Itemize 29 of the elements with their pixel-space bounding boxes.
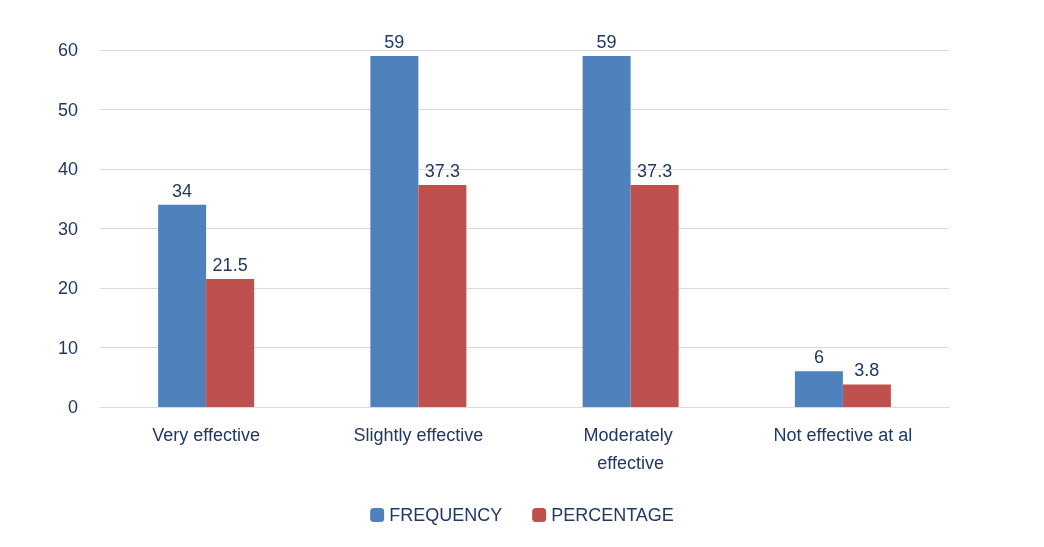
- data-label: 3.8: [854, 360, 880, 381]
- data-label: 59: [596, 31, 617, 52]
- legend-label: FREQUENCY: [389, 505, 503, 525]
- y-tick-label: 0: [67, 397, 78, 417]
- y-tick-label: 20: [57, 278, 78, 298]
- bar: [158, 204, 207, 407]
- data-label: 59: [384, 31, 405, 52]
- bar: [206, 279, 255, 407]
- x-tick-label: Moderately effective: [583, 425, 678, 473]
- x-tick-label: Slightly effective: [353, 425, 484, 445]
- y-tick-label: 10: [57, 337, 78, 358]
- bar: [842, 384, 891, 407]
- x-tick-label: Not effective at al: [773, 425, 913, 445]
- bar: [794, 371, 843, 407]
- y-tick-label: 50: [57, 99, 78, 120]
- data-label: 21.5: [212, 255, 248, 276]
- bar: [418, 185, 467, 407]
- bar: [370, 55, 419, 407]
- data-label: 34: [172, 180, 193, 201]
- y-tick-label: 30: [57, 218, 78, 239]
- data-label: 6: [813, 347, 824, 368]
- bar: [630, 185, 679, 407]
- data-label: 37.3: [637, 161, 673, 182]
- x-tick-label: Very effective: [152, 425, 260, 445]
- data-label: 37.3: [424, 161, 460, 182]
- legend-label: PERCENTAGE: [551, 505, 674, 525]
- bar: [582, 55, 631, 407]
- y-tick-label: 40: [57, 159, 78, 179]
- y-tick-label: 60: [57, 40, 78, 60]
